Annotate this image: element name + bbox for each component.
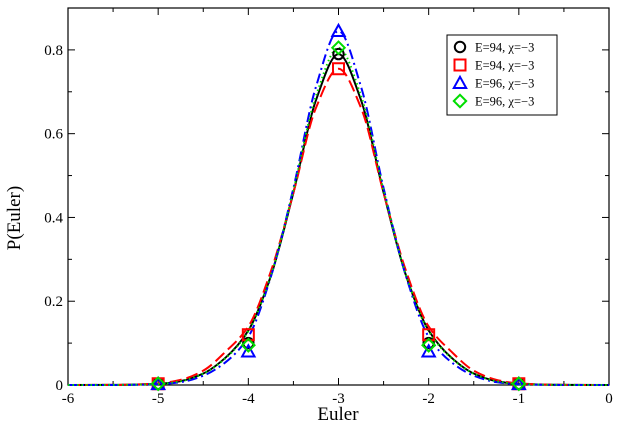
x-tick-label: -4 xyxy=(242,391,255,407)
legend-entry-label: E=96, χ=−3 xyxy=(475,77,534,91)
y-tick-label: 0 xyxy=(56,378,64,394)
axes: -6 -5 -4 -3 -2 -1 0 0 0.2 0.4 0.6 0.8 xyxy=(44,7,613,407)
series-markers xyxy=(150,22,527,392)
series-4-point xyxy=(421,337,437,353)
legend-square-marker xyxy=(453,58,467,72)
y-tick-label: 0.6 xyxy=(44,127,63,143)
x-axis-label: Euler xyxy=(317,404,359,425)
x-tick-label: -5 xyxy=(152,391,165,407)
x-tick-label: -3 xyxy=(332,391,345,407)
x-tick-label: -2 xyxy=(422,391,435,407)
series-2-point xyxy=(332,62,345,76)
legend-entry-label: E=94, χ=−3 xyxy=(475,59,534,73)
legend-entry-label: E=94, χ=−3 xyxy=(475,41,534,55)
legend-triangle-marker xyxy=(452,74,468,89)
legend-diamond-marker xyxy=(452,93,468,109)
series-4-point xyxy=(240,337,256,353)
y-tick-label: 0.4 xyxy=(44,210,63,226)
series-3-point xyxy=(420,343,437,358)
legend: E=94, χ=−3 E=94, χ=−3 E=96, χ=−3 E=96, χ=−3 xyxy=(446,34,558,116)
series-4-point xyxy=(511,376,527,392)
series-1-point xyxy=(332,47,345,61)
series-3-point xyxy=(330,22,347,37)
series-3-point xyxy=(240,343,257,358)
y-axis-label: P(Euler) xyxy=(4,186,25,250)
series-3-curve xyxy=(67,30,610,386)
series-4-point xyxy=(150,376,166,392)
x-tick-label: 0 xyxy=(605,391,613,407)
legend-entry-label: E=96, χ=−3 xyxy=(475,95,534,109)
y-tick-label: 0.2 xyxy=(44,294,63,310)
series-4-point xyxy=(330,40,347,56)
y-tick-label: 0.8 xyxy=(44,43,63,59)
x-tick-label: -6 xyxy=(62,391,75,407)
legend-circle-marker xyxy=(453,40,467,54)
x-tick-label: -1 xyxy=(513,391,526,407)
series-2-curve xyxy=(67,67,610,386)
